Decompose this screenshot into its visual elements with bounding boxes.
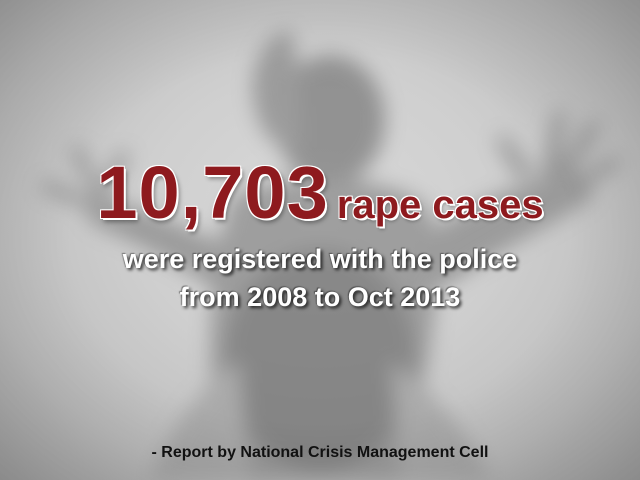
case-label: rape cases <box>336 183 544 227</box>
subtitle-line-1: were registered with the police <box>122 244 518 274</box>
headline: 10,703 rape cases <box>0 150 640 235</box>
subtitle-line-2: from 2008 to Oct 2013 <box>179 282 461 312</box>
case-count: 10,703 <box>96 151 329 234</box>
source-credit: - Report by National Crisis Management C… <box>151 444 489 461</box>
